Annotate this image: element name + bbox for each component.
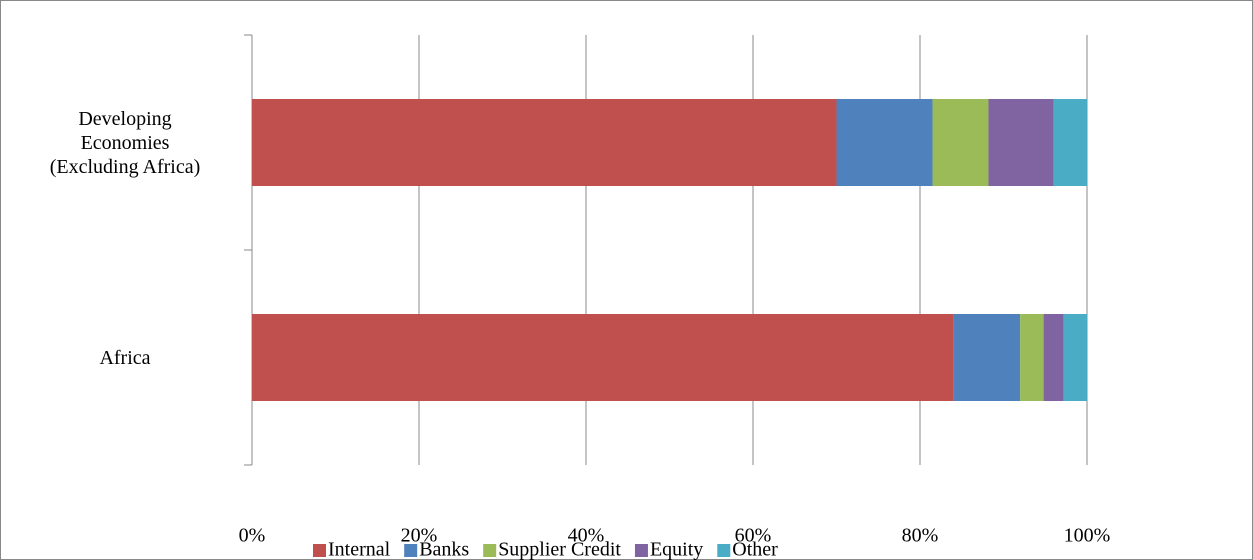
bar-segment: [1063, 314, 1087, 401]
bar-segment: [932, 99, 989, 186]
y-tick-label: Developing Economies (Excluding Africa): [49, 107, 201, 178]
x-tick-label: 0%: [239, 525, 266, 547]
legend-label: Supplier Credit: [498, 539, 621, 560]
bar-segment: [953, 314, 1021, 401]
y-tick-label: Africa: [99, 346, 151, 369]
x-tick-label: 100%: [1064, 525, 1111, 547]
bar-segment: [1053, 99, 1087, 186]
x-tick-label: 20%: [401, 525, 438, 547]
bar-segment: [252, 314, 954, 401]
x-tick-label: 40%: [568, 525, 605, 547]
bar-segment: [988, 99, 1054, 186]
legend-label: Banks: [419, 539, 469, 560]
x-tick-label: 60%: [735, 525, 772, 547]
bar-segment: [252, 99, 837, 186]
legend-label: Internal: [328, 539, 391, 560]
legend-label: Other: [732, 539, 778, 560]
legend-label: Equity: [650, 539, 703, 560]
x-tick-label: 80%: [902, 525, 939, 547]
legend-swatch: [634, 544, 648, 557]
legend-swatch: [404, 544, 418, 557]
legend-swatch: [483, 544, 497, 557]
legend-swatch: [717, 544, 731, 557]
bar-segment: [836, 99, 933, 186]
bar-segment: [1043, 314, 1064, 401]
bar-segment: [1020, 314, 1044, 401]
legend-swatch: [313, 544, 326, 557]
